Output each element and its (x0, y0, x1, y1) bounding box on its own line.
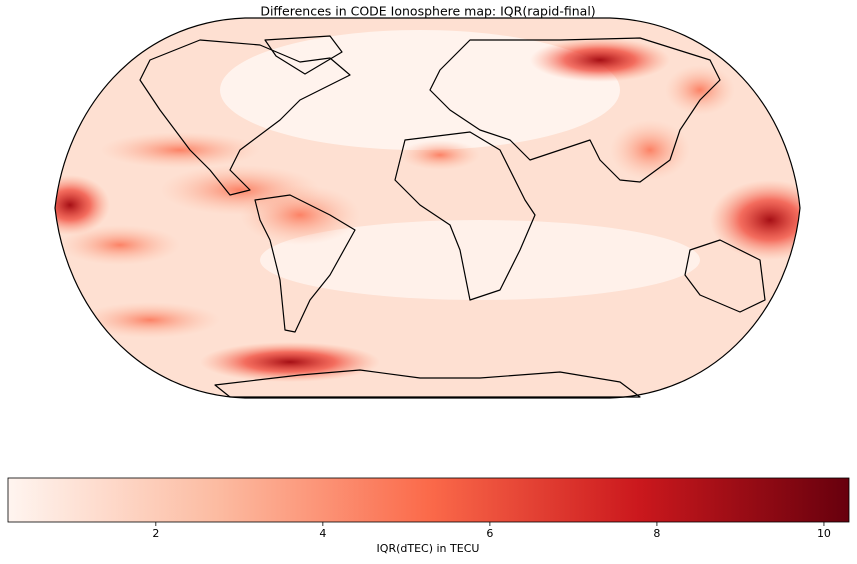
map-field (55, 18, 800, 398)
colorbar-tick-label: 6 (486, 527, 493, 540)
coastlines (139, 35, 766, 398)
colorbar-tick-label: 2 (152, 527, 159, 540)
colorbar-tick-label: 8 (653, 527, 660, 540)
colorbar-label: IQR(dTEC) in TECU (377, 542, 480, 555)
colorbar-tick-label: 10 (817, 527, 831, 540)
colorbar (7, 477, 850, 523)
map-title: Differences in CODE Ionosphere map: IQR(… (260, 4, 595, 19)
colorbar-tick-label: 4 (319, 527, 326, 540)
map-boundary (54, 17, 801, 399)
